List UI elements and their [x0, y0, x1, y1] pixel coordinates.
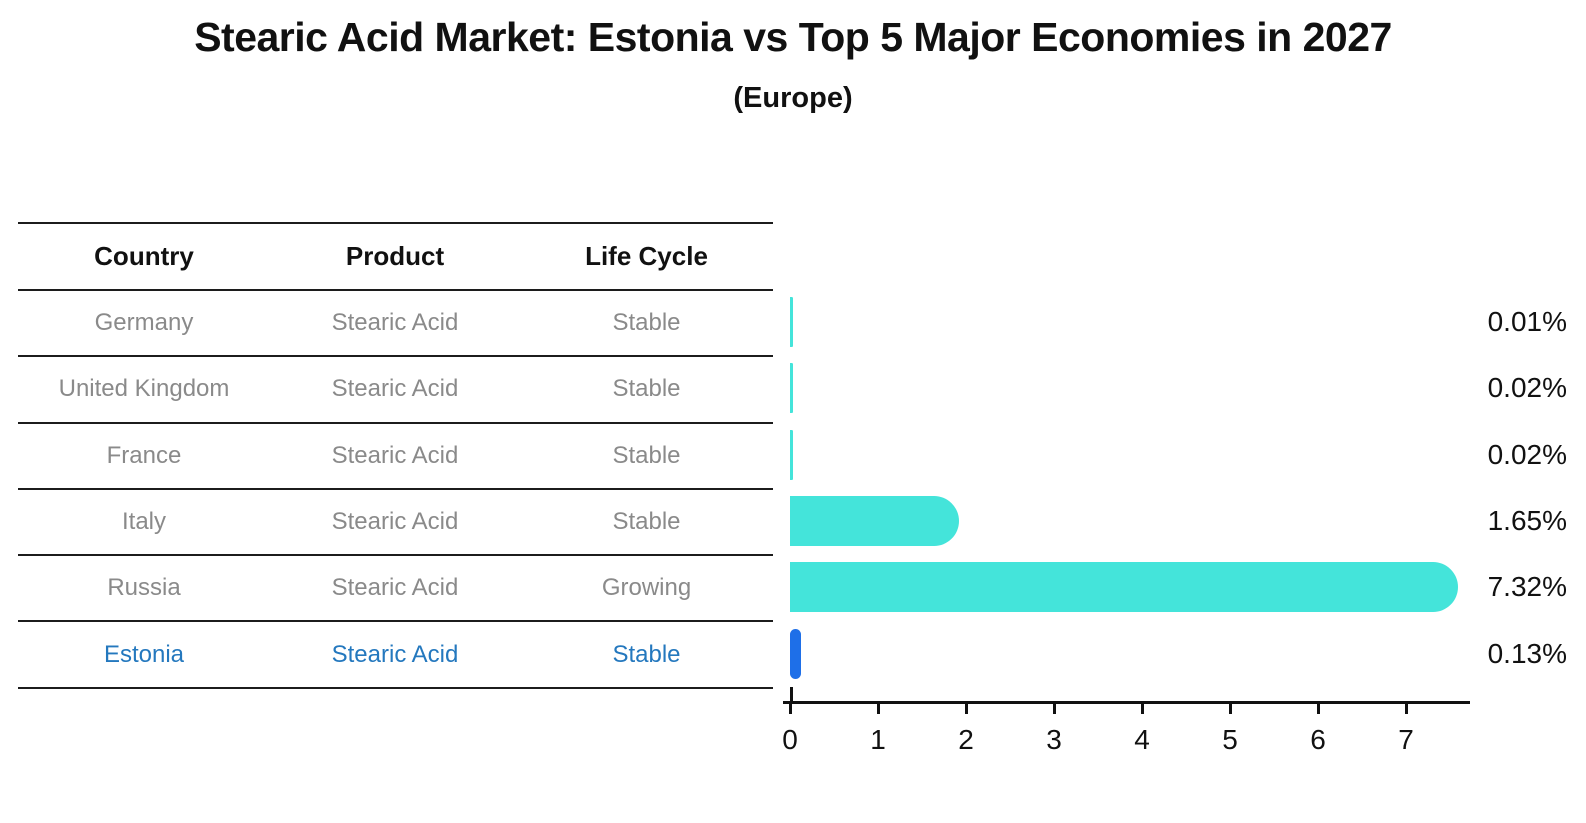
x-axis-tick-label: 2: [958, 724, 974, 755]
x-axis-tick-label: 1: [870, 724, 886, 755]
x-axis-tick: [964, 704, 968, 714]
x-axis-tick: [1228, 704, 1232, 714]
cell-life-cycle: Stable: [612, 508, 681, 536]
cell-product: Stearic Acid: [331, 309, 459, 337]
bar-russia: [790, 562, 1459, 613]
x-axis-tick-label: 0: [782, 724, 798, 755]
table-header-life-cycle: Life Cycle: [585, 241, 708, 271]
value-label-estonia: 0.13%: [1487, 637, 1567, 669]
cell-country: Italy: [121, 508, 166, 536]
value-label-germany: 0.01%: [1487, 306, 1567, 337]
cell-country: Estonia: [103, 640, 185, 668]
cell-life-cycle: Stable: [612, 640, 681, 668]
table-header-product: Product: [345, 241, 445, 271]
cell-product: Stearic Acid: [331, 375, 459, 403]
x-axis-tick: [788, 704, 792, 714]
bar-france: [790, 429, 793, 480]
table-row-italy: Italy Stearic Acid Stable: [18, 490, 773, 557]
x-axis-tick: [1140, 704, 1144, 714]
bar-italy: [790, 495, 960, 546]
x-axis-tick-label: 4: [1134, 724, 1150, 755]
table-row-united-kingdom: United Kingdom Stearic Acid Stable: [18, 357, 773, 424]
value-label-russia: 7.32%: [1487, 571, 1567, 603]
cell-country: United Kingdom: [58, 375, 230, 403]
cell-product: Stearic Acid: [331, 574, 459, 602]
value-label-france: 0.02%: [1487, 438, 1567, 470]
x-axis-tick-label: 7: [1398, 724, 1414, 755]
cell-product: Stearic Acid: [331, 508, 459, 536]
y-axis-origin-tick: [790, 687, 793, 701]
chart-subtitle: (Europe): [733, 82, 853, 114]
cell-product: Stearic Acid: [331, 640, 459, 668]
cell-country: France: [106, 441, 182, 469]
chart-title: Stearic Acid Market: Estonia vs Top 5 Ma…: [194, 14, 1392, 60]
x-axis-tick-label: 6: [1310, 724, 1326, 755]
country-table: Country Product Life Cycle Germany Stear…: [18, 222, 773, 689]
value-label-united-kingdom: 0.02%: [1487, 372, 1567, 404]
table-row-russia: Russia Stearic Acid Growing: [18, 556, 773, 623]
cell-product: Stearic Acid: [331, 441, 459, 469]
table-header-row: Country Product Life Cycle: [18, 224, 773, 291]
x-axis-tick: [1404, 704, 1408, 714]
bar-estonia: [790, 628, 802, 679]
x-axis-tick: [1316, 704, 1320, 714]
cell-life-cycle: Stable: [612, 309, 681, 337]
cell-country: Russia: [107, 574, 181, 602]
cell-country: Germany: [94, 309, 194, 337]
table-header-country: Country: [94, 241, 194, 271]
bar-germany: [790, 297, 793, 347]
table-row-france: France Stearic Acid Stable: [18, 424, 773, 490]
x-axis-tick-label: 5: [1222, 724, 1238, 755]
x-axis-tick: [876, 704, 880, 714]
x-axis-tick: [1052, 704, 1056, 714]
table-row-germany: Germany Stearic Acid Stable: [18, 291, 773, 358]
bar-united-kingdom: [790, 363, 793, 414]
x-axis-line: [783, 701, 1470, 704]
cell-life-cycle: Growing: [601, 574, 692, 602]
x-axis-tick-label: 3: [1046, 724, 1062, 755]
cell-life-cycle: Stable: [612, 441, 681, 469]
value-label-italy: 1.65%: [1487, 504, 1567, 536]
cell-life-cycle: Stable: [612, 375, 681, 403]
table-row-estonia: Estonia Stearic Acid Stable: [18, 622, 773, 689]
